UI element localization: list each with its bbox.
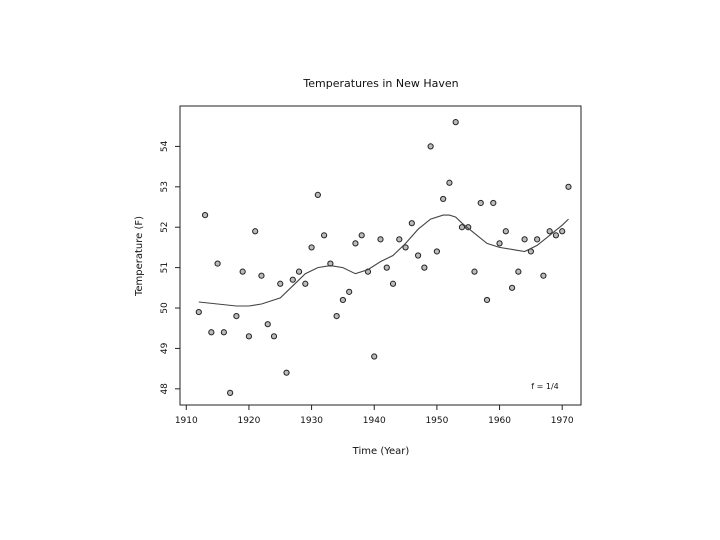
data-point xyxy=(546,228,553,235)
data-point xyxy=(421,264,428,271)
data-point xyxy=(502,228,509,235)
data-point xyxy=(295,268,303,275)
data-point xyxy=(477,199,484,207)
smooth-curve xyxy=(198,214,569,307)
data-point xyxy=(540,272,547,279)
data-point xyxy=(252,228,259,235)
data-point xyxy=(358,232,365,239)
data-point xyxy=(521,236,528,243)
plot-frame xyxy=(179,105,582,406)
data-point xyxy=(346,288,353,295)
data-point xyxy=(383,264,390,271)
data-point xyxy=(408,220,415,227)
x-tick-label: 1950 xyxy=(425,416,448,426)
data-point xyxy=(402,244,409,251)
data-point xyxy=(308,244,315,251)
smoothing-annotation: f = 1/4 xyxy=(531,382,558,391)
data-point xyxy=(245,333,253,340)
data-point xyxy=(201,211,209,219)
y-tick-label: 54 xyxy=(160,140,170,152)
data-point xyxy=(465,224,472,231)
data-point xyxy=(195,308,202,316)
data-point xyxy=(352,240,359,247)
x-tick-label: 1920 xyxy=(237,416,260,426)
data-point xyxy=(321,232,328,239)
data-point xyxy=(458,224,466,231)
x-axis: 1910 1920 1930 1940 1950 1960 1970 xyxy=(175,405,574,426)
data-point xyxy=(314,191,321,198)
data-point xyxy=(552,232,560,239)
data-point xyxy=(233,313,240,320)
data-point xyxy=(283,369,290,376)
data-point xyxy=(208,329,215,336)
data-point xyxy=(559,228,566,235)
x-tick-label: 1930 xyxy=(300,416,323,426)
x-tick-label: 1960 xyxy=(488,416,511,426)
data-point xyxy=(471,268,478,275)
data-point xyxy=(277,280,284,287)
x-tick-label: 1940 xyxy=(363,416,386,426)
data-points xyxy=(195,119,572,396)
data-point xyxy=(270,333,278,340)
y-tick-label: 51 xyxy=(160,262,170,273)
data-point xyxy=(515,268,522,275)
data-point xyxy=(396,236,403,243)
data-point xyxy=(327,260,334,267)
data-point xyxy=(433,248,440,255)
y-tick-label: 49 xyxy=(160,342,170,354)
data-point xyxy=(389,280,397,287)
data-point xyxy=(483,296,491,304)
x-tick-label: 1970 xyxy=(551,416,574,426)
data-point xyxy=(452,119,459,126)
data-point xyxy=(377,236,384,243)
data-point xyxy=(446,179,453,186)
data-point xyxy=(508,284,516,291)
y-axis: 48 49 50 51 52 53 54 xyxy=(160,140,180,395)
data-point xyxy=(289,276,296,283)
chart-title: Temperatures in New Haven xyxy=(302,77,458,90)
data-point xyxy=(264,321,271,328)
data-point xyxy=(214,260,221,267)
data-point xyxy=(565,183,572,190)
data-point xyxy=(534,236,541,243)
data-point xyxy=(414,252,422,259)
data-point xyxy=(490,199,497,207)
data-point xyxy=(227,389,234,396)
data-point xyxy=(239,268,246,275)
y-axis-label: Temperature (F) xyxy=(134,216,145,297)
data-point xyxy=(302,280,309,287)
x-tick-label: 1910 xyxy=(175,416,198,426)
data-point xyxy=(220,329,227,336)
y-tick-label: 53 xyxy=(160,181,170,192)
data-point xyxy=(339,296,347,304)
data-point xyxy=(258,272,265,279)
data-point xyxy=(371,353,378,360)
data-point xyxy=(427,143,434,150)
data-point xyxy=(496,240,503,247)
data-point xyxy=(333,313,340,320)
y-tick-label: 48 xyxy=(160,383,170,395)
data-point xyxy=(440,195,447,203)
y-tick-label: 52 xyxy=(160,221,170,232)
y-tick-label: 50 xyxy=(160,302,170,314)
x-axis-label: Time (Year) xyxy=(352,446,410,457)
